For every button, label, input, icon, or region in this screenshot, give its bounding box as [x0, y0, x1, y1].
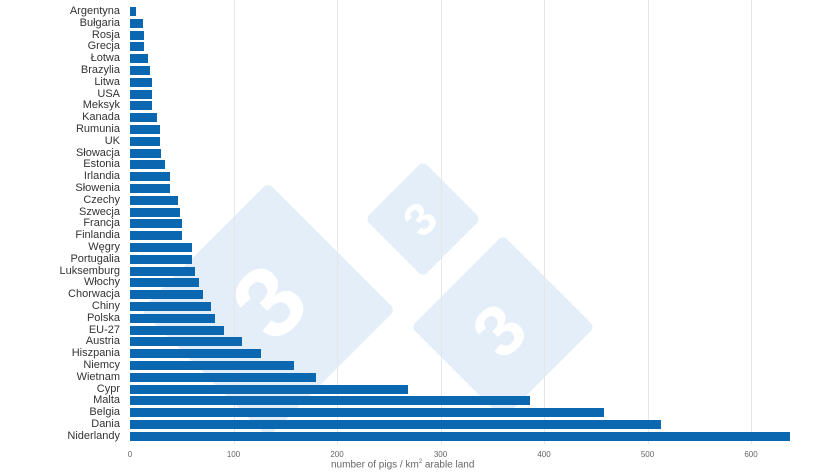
category-label: Brazylia	[80, 64, 120, 76]
bar	[130, 219, 182, 229]
category-label: Grecja	[87, 40, 120, 53]
bar	[130, 337, 242, 347]
category-label: UK	[104, 134, 120, 147]
bar	[130, 66, 150, 75]
bar	[130, 89, 152, 99]
bar	[130, 172, 171, 182]
category-label: Chiny	[91, 300, 120, 312]
x-axis-label: number of pigs / km2 arable land	[331, 459, 475, 471]
category-label: Litwa	[94, 75, 120, 88]
bar	[130, 148, 162, 158]
category-label: Czechy	[83, 193, 120, 206]
x-tick-label: 100	[226, 450, 241, 459]
category-label: EU-27	[88, 323, 120, 336]
bar	[130, 195, 178, 205]
gridline	[647, 0, 649, 444]
bar	[130, 290, 204, 300]
bar	[130, 361, 294, 370]
category-label: Francja	[83, 217, 120, 230]
category-label: Hiszpania	[71, 347, 120, 360]
gridline	[751, 0, 752, 444]
bar	[130, 396, 530, 406]
category-label: Bułgaria	[79, 16, 120, 29]
bar	[130, 266, 196, 276]
bar	[130, 231, 182, 241]
bar	[130, 254, 193, 264]
category-label: Austria	[85, 335, 120, 348]
category-label: Rosja	[91, 28, 120, 41]
category-label: Finlandia	[75, 229, 120, 242]
bar	[130, 420, 661, 429]
category-label: Rumunia	[75, 123, 120, 135]
category-label: Niderlandy	[67, 429, 120, 442]
category-label: Cypr	[96, 382, 120, 395]
category-label: Niemcy	[83, 359, 120, 371]
x-tick-label: 200	[330, 450, 344, 459]
gridline	[337, 0, 338, 444]
category-label: Portugalia	[70, 252, 120, 265]
gridline	[544, 0, 545, 444]
bar	[130, 42, 145, 52]
bar	[130, 101, 152, 111]
bar	[130, 77, 152, 87]
category-label: Irlandia	[83, 170, 120, 183]
bar	[130, 325, 225, 335]
category-label: Polska	[86, 311, 120, 324]
bar	[130, 313, 215, 323]
bar	[130, 349, 262, 359]
bar	[130, 384, 409, 394]
category-label: Meksyk	[82, 99, 120, 112]
bar	[130, 30, 145, 40]
category-label: Belgia	[89, 406, 120, 419]
x-tick-label: 0	[127, 450, 133, 459]
bar	[130, 278, 200, 288]
bar	[130, 113, 157, 123]
category-label: USA	[97, 87, 120, 100]
bar	[130, 54, 148, 64]
bar	[130, 207, 180, 217]
bar	[130, 7, 137, 16]
bar	[130, 184, 171, 193]
bar	[130, 125, 160, 134]
x-tick-label: 600	[744, 450, 758, 459]
bar	[130, 160, 166, 170]
bar	[130, 372, 317, 382]
category-label: Luksemburg	[59, 264, 120, 277]
category-label: Węgry	[88, 241, 120, 253]
bar	[130, 18, 144, 28]
bar	[130, 243, 193, 252]
gridline	[440, 0, 442, 444]
bar	[130, 408, 605, 418]
category-label: Szwecja	[79, 205, 120, 218]
category-label: Słowacja	[75, 146, 120, 159]
category-label: Kanada	[82, 111, 120, 124]
bar	[130, 136, 160, 146]
category-label: Estonia	[83, 158, 120, 171]
category-label: Dania	[91, 418, 120, 430]
x-tick-label: 400	[537, 450, 551, 459]
bar	[130, 302, 211, 311]
category-label: Malta	[93, 394, 120, 407]
category-label: Włochy	[83, 276, 120, 289]
category-label: Chorwacja	[68, 288, 120, 301]
category-label: Łotwa	[90, 52, 120, 65]
category-label: Słowenia	[75, 182, 120, 194]
x-tick-label: 300	[433, 450, 448, 459]
category-label: Argentyna	[69, 5, 120, 17]
gridline	[233, 0, 235, 444]
bar	[130, 431, 791, 441]
category-label: Wietnam	[76, 370, 120, 383]
x-tick-label: 500	[640, 450, 655, 459]
